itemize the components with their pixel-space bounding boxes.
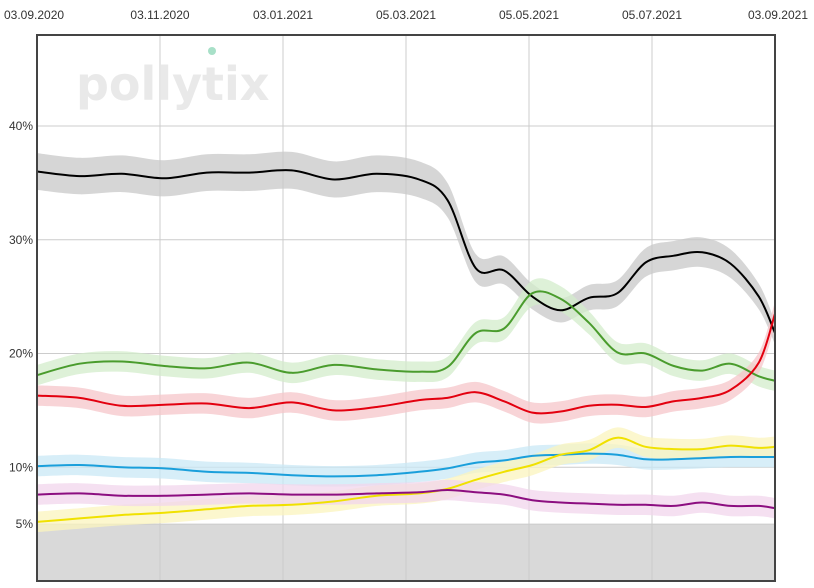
series-line xyxy=(36,436,776,523)
series-band xyxy=(37,479,775,519)
series-line xyxy=(36,452,775,478)
x-axis-ticks: 03.09.2020 03.11.2020 03.01.2021 05.03.2021… xyxy=(4,8,808,22)
x-tick-label: 03.09.2020 xyxy=(4,8,64,22)
y-tick-label: 40% xyxy=(9,119,33,133)
series-line xyxy=(36,489,776,510)
x-tick-label: 05.05.2021 xyxy=(499,8,559,22)
x-tick-label: 03.01.2021 xyxy=(253,8,313,22)
y-tick-label: 5% xyxy=(16,517,34,531)
x-tick-label: 03.09.2021 xyxy=(748,8,808,22)
series-lines xyxy=(36,169,776,523)
x-tick-label: 03.11.2020 xyxy=(130,8,189,22)
pollytix-logo: pollytix xyxy=(76,47,269,111)
series-band xyxy=(37,278,775,391)
x-tick-label: 05.07.2021 xyxy=(622,8,682,22)
series-band xyxy=(37,151,775,345)
y-tick-label: 10% xyxy=(9,460,33,474)
series-line xyxy=(36,169,776,334)
logo-dot-icon xyxy=(208,47,216,55)
y-tick-label: 20% xyxy=(9,347,33,361)
y-tick-label: 30% xyxy=(9,233,33,247)
series-band xyxy=(37,301,775,424)
x-tick-label: 05.03.2021 xyxy=(376,8,436,22)
series-line xyxy=(36,313,776,415)
series-line xyxy=(36,290,776,382)
plot-frame xyxy=(36,34,776,582)
logo-text: pollytix xyxy=(76,57,269,111)
y-axis-ticks: 5% 10% 20% 30% 40% xyxy=(9,119,33,531)
